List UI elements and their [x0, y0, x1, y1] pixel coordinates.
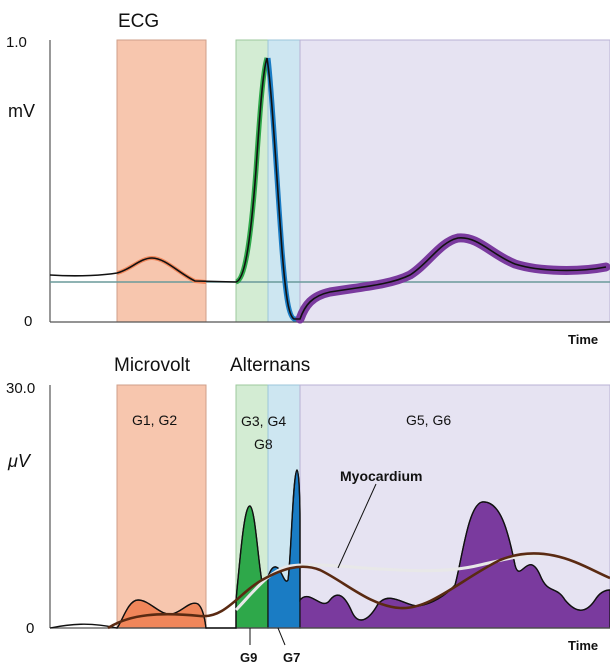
mtwa-title-right: Alternans	[230, 355, 310, 376]
mtwa-y-min-label: 0	[26, 620, 34, 637]
qrs-downstroke-region	[267, 39, 301, 323]
ecg-y-min-label: 0	[24, 313, 32, 330]
ecg-y-unit: mV	[8, 101, 35, 121]
mtwa-tracing	[49, 469, 610, 629]
ecg-panel: ECG 1.0 0 mV Time	[6, 11, 610, 347]
p-wave-region	[116, 39, 207, 323]
ecg-y-max-label: 1.0	[6, 34, 27, 51]
ecg-waveform	[49, 57, 607, 320]
st-t-region	[299, 39, 610, 323]
ecg-x-label: Time	[568, 332, 598, 347]
mtwa-panel: Microvolt Alternans 30.0 0 μV Time G1, G…	[6, 355, 610, 665]
mtwa-y-unit: μV	[7, 451, 32, 471]
myocardium-label: Myocardium	[340, 468, 422, 484]
mtwa-y-max-label: 30.0	[6, 380, 35, 397]
myocardium-leader-line	[337, 483, 377, 569]
g9-label: G9	[240, 650, 257, 665]
myocardium-curve	[107, 552, 610, 630]
g1-g2-label: G1, G2	[132, 412, 177, 428]
g8-label: G8	[254, 436, 273, 452]
g7-leader-line	[277, 627, 286, 646]
g5-g6-label: G5, G6	[406, 412, 451, 428]
g3-g4-label: G3, G4	[241, 413, 286, 429]
mtwa-title-left: Microvolt	[114, 355, 191, 376]
g7-label: G7	[283, 650, 300, 665]
g1-g2-region	[116, 384, 207, 629]
ecg-title: ECG	[118, 11, 159, 32]
mtwa-x-label: Time	[568, 638, 598, 653]
